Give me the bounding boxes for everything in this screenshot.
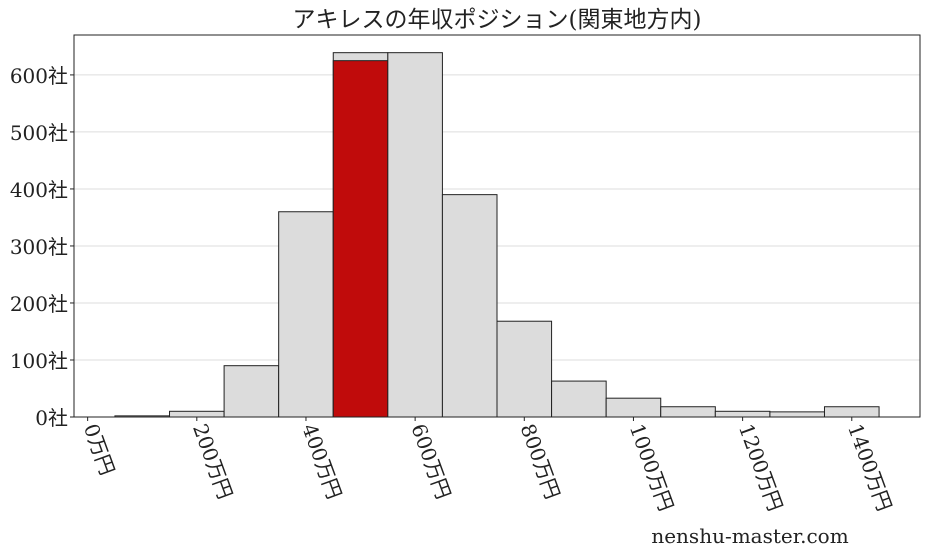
x-tick-label: 200万円 xyxy=(188,421,237,503)
y-tick-label: 200社 xyxy=(10,292,68,316)
y-tick-label: 400社 xyxy=(10,178,68,202)
y-tick-label: 300社 xyxy=(10,235,68,259)
histogram-bar xyxy=(551,380,607,418)
histogram-bar xyxy=(660,406,716,418)
histogram-bar xyxy=(769,411,825,418)
watermark: nenshu-master.com xyxy=(651,524,848,548)
x-tick-label: 1000万円 xyxy=(625,421,679,515)
x-tick-label: 1200万円 xyxy=(734,421,788,515)
plot-frame xyxy=(73,34,921,418)
histogram-bar xyxy=(169,410,225,418)
x-tick-label: 400万円 xyxy=(297,421,346,503)
histogram-bar xyxy=(278,211,334,418)
x-tick-label: 0万円 xyxy=(79,421,120,479)
histogram-bar xyxy=(441,194,498,418)
chart-title: アキレスの年収ポジション(関東地方内) xyxy=(293,7,702,33)
histogram-bar xyxy=(387,52,443,418)
histogram-bar xyxy=(823,406,880,418)
histogram-bar xyxy=(223,365,280,418)
y-tick-label: 100社 xyxy=(10,349,68,373)
y-tick-label: 600社 xyxy=(10,64,68,88)
histogram-bar xyxy=(714,410,771,418)
x-tick-label: 600万円 xyxy=(406,421,455,503)
y-tick-label: 0社 xyxy=(35,406,68,430)
highlight-bar xyxy=(332,60,389,418)
histogram-bar xyxy=(496,320,553,418)
y-tick-label: 500社 xyxy=(10,121,68,145)
x-tick-label: 1400万円 xyxy=(843,421,897,515)
histogram-bar xyxy=(605,397,662,418)
x-tick-label: 800万円 xyxy=(516,421,565,503)
